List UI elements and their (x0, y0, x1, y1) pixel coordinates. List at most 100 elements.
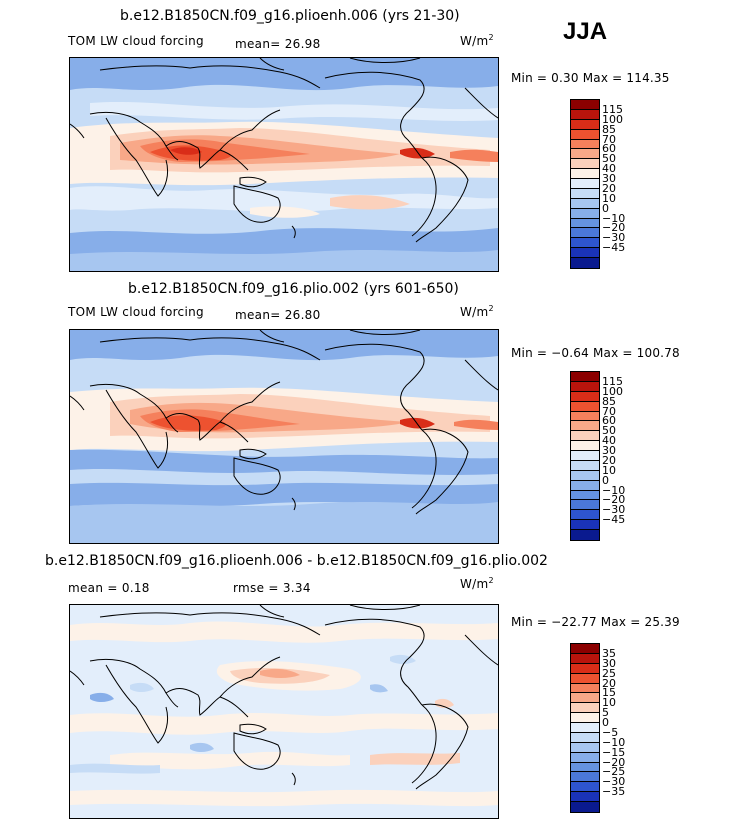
units-label: W/m2 (460, 33, 494, 48)
colorbar-swatch (571, 500, 599, 511)
map-plot (69, 604, 499, 819)
colorbar-label: 60 (602, 142, 616, 156)
colorbar-label: 10 (602, 191, 616, 205)
colorbar-swatch (571, 372, 599, 382)
colorbar-swatch (571, 530, 599, 540)
colorbar-swatch (571, 451, 599, 461)
colorbar-label: 20 (602, 676, 616, 690)
colorbar-swatch (571, 703, 599, 714)
colorbar-swatch (571, 510, 599, 521)
colorbar-swatch (571, 381, 599, 392)
variable-label: TOM LW cloud forcing (68, 34, 204, 48)
colorbar-swatch (571, 431, 599, 442)
colorbar-swatch (571, 149, 599, 160)
colorbar-swatch (571, 673, 599, 684)
colorbar-swatch (571, 772, 599, 783)
colorbar (570, 371, 600, 541)
variable-label: TOM LW cloud forcing (68, 305, 204, 319)
colorbar-label: −25 (602, 765, 626, 779)
colorbar-label: 115 (602, 374, 623, 388)
colorbar-swatch (571, 683, 599, 694)
units-label: W/m2 (460, 304, 494, 319)
colorbar-swatch (571, 119, 599, 130)
colorbar-label: 70 (602, 404, 616, 418)
colorbar-label: −30 (602, 503, 626, 517)
colorbar-swatch (571, 762, 599, 773)
colorbar-label: 60 (602, 414, 616, 428)
colorbar-label: 15 (602, 686, 616, 700)
colorbar-label: 70 (602, 132, 616, 146)
colorbar-swatch (571, 520, 599, 531)
colorbar-label: 20 (602, 453, 616, 467)
colorbar-label: −30 (602, 231, 626, 245)
colorbar-label: 5 (602, 706, 609, 720)
colorbar-swatch (571, 490, 599, 501)
colorbar-label: −35 (602, 785, 626, 799)
colorbar-swatch (571, 802, 599, 812)
colorbar-swatch (571, 644, 599, 654)
colorbar-label: 40 (602, 162, 616, 176)
colorbar-label: −45 (602, 513, 626, 527)
colorbar-label: 30 (602, 656, 616, 670)
colorbar-label: −10 (602, 735, 626, 749)
colorbar-swatch (571, 198, 599, 209)
colorbar-swatch (571, 159, 599, 170)
min-max-label: Min = −22.77 Max = 25.39 (511, 615, 680, 629)
colorbar-swatch (571, 460, 599, 471)
colorbar-swatch (571, 782, 599, 793)
colorbar-label: 0 (602, 201, 609, 215)
map-plot (69, 329, 499, 544)
map-plot (69, 57, 499, 272)
colorbar-label: −30 (602, 775, 626, 789)
colorbar-swatch (571, 411, 599, 422)
colorbar-label: 115 (602, 102, 623, 116)
colorbar-swatch (571, 401, 599, 412)
colorbar-swatch (571, 218, 599, 229)
mean-label: mean= 26.80 (235, 308, 321, 322)
colorbar-label: 0 (602, 716, 609, 730)
rmse-label: rmse = 3.34 (233, 581, 311, 595)
colorbar-swatch (571, 100, 599, 110)
colorbar-swatch (571, 713, 599, 724)
colorbar-label: 10 (602, 696, 616, 710)
colorbar-swatch (571, 421, 599, 432)
colorbar-swatch (571, 129, 599, 140)
colorbar-swatch (571, 228, 599, 239)
colorbar-swatch (571, 723, 599, 733)
colorbar-swatch (571, 179, 599, 189)
colorbar-label: 35 (602, 646, 616, 660)
min-max-label: Min = −0.64 Max = 100.78 (511, 346, 680, 360)
colorbar-swatch (571, 188, 599, 199)
colorbar-label: 30 (602, 444, 616, 458)
mean-label: mean= 26.98 (235, 37, 321, 51)
colorbar-label: 50 (602, 424, 616, 438)
min-max-label: Min = 0.30 Max = 114.35 (511, 71, 670, 85)
colorbar-swatch (571, 208, 599, 219)
colorbar-swatch (571, 792, 599, 803)
colorbar-swatch (571, 258, 599, 268)
colorbar-swatch (571, 238, 599, 249)
colorbar-swatch (571, 169, 599, 180)
colorbar-label: −20 (602, 493, 626, 507)
mean-label: mean = 0.18 (68, 581, 150, 595)
panel-title: b.e12.B1850CN.f09_g16.plioenh.006 - b.e1… (45, 553, 548, 569)
colorbar-swatch (571, 752, 599, 763)
colorbar-swatch (571, 109, 599, 120)
colorbar-label: 0 (602, 473, 609, 487)
colorbar-label: 50 (602, 152, 616, 166)
colorbar-label: −10 (602, 211, 626, 225)
colorbar-label: −20 (602, 755, 626, 769)
colorbar-label: 100 (602, 112, 623, 126)
colorbar-label: 30 (602, 172, 616, 186)
colorbar-swatch (571, 742, 599, 753)
colorbar-swatch (571, 480, 599, 491)
colorbar-swatch (571, 248, 599, 259)
colorbar-label: −5 (602, 725, 619, 739)
colorbar-label: −10 (602, 483, 626, 497)
colorbar-label: 85 (602, 394, 616, 408)
panel-title: b.e12.B1850CN.f09_g16.plio.002 (yrs 601-… (128, 281, 459, 297)
colorbar-swatch (571, 391, 599, 402)
colorbar (570, 99, 600, 269)
colorbar-swatch (571, 139, 599, 150)
colorbar-label: −45 (602, 241, 626, 255)
